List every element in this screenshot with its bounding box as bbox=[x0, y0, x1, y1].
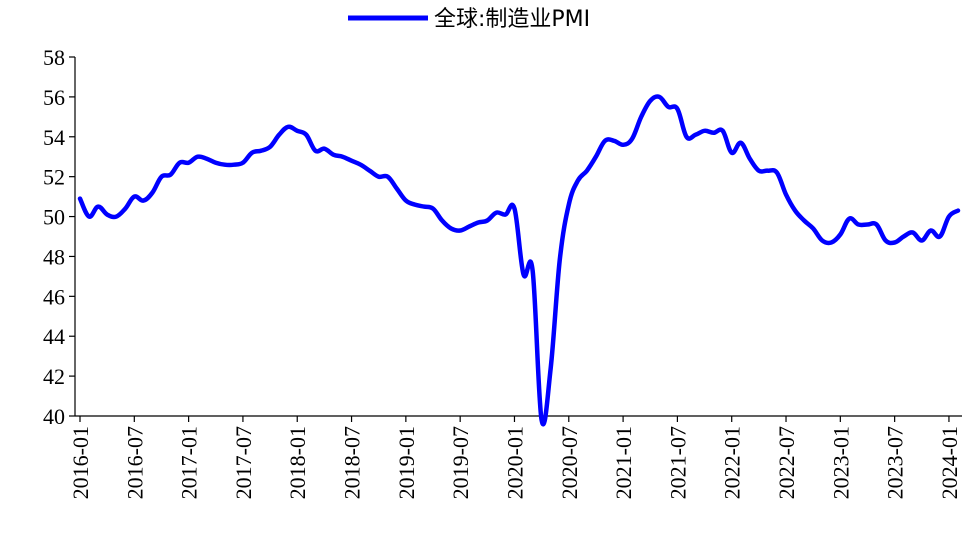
y-tick-label: 46 bbox=[43, 284, 65, 309]
x-tick-label: 2018-01 bbox=[285, 426, 310, 499]
x-tick-label: 2019-01 bbox=[394, 426, 419, 499]
series-layer bbox=[77, 94, 961, 427]
x-tick-label: 2016-01 bbox=[68, 426, 93, 499]
y-tick-label: 40 bbox=[43, 404, 65, 429]
y-tick-label: 48 bbox=[43, 244, 65, 269]
x-tick-label: 2017-01 bbox=[177, 426, 202, 499]
x-tick-label: 2022-01 bbox=[720, 426, 745, 499]
legend: 全球:制造业PMI bbox=[348, 7, 590, 32]
legend-label: 全球:制造业PMI bbox=[434, 7, 590, 32]
axes bbox=[74, 57, 962, 417]
x-axis-ticks: 2016-01 2016-07 2017-01 2017-07 2018-01 2018-… bbox=[68, 416, 962, 499]
y-tick-label: 54 bbox=[43, 125, 65, 150]
x-tick-label: 2017-07 bbox=[231, 426, 256, 499]
y-tick-label: 52 bbox=[43, 165, 65, 190]
x-tick-label: 2021-07 bbox=[665, 426, 690, 499]
x-tick-label: 2023-01 bbox=[828, 426, 853, 499]
y-axis-ticks: 40 42 44 46 48 50 52 54 56 58 bbox=[43, 45, 75, 429]
x-tick-label: 2021-01 bbox=[611, 426, 636, 499]
x-tick-label: 2019-07 bbox=[448, 426, 473, 499]
x-tick-label: 2022-07 bbox=[774, 426, 799, 499]
x-tick-label: 2016-07 bbox=[122, 426, 147, 499]
x-tick-label: 2023-07 bbox=[883, 426, 908, 499]
series-line bbox=[77, 94, 961, 427]
y-tick-label: 50 bbox=[43, 205, 65, 230]
y-tick-label: 44 bbox=[43, 324, 65, 349]
y-tick-label: 42 bbox=[43, 364, 65, 389]
x-tick-label: 2020-01 bbox=[502, 426, 527, 499]
x-tick-label: 2024-01 bbox=[937, 426, 962, 499]
y-tick-label: 56 bbox=[43, 85, 65, 110]
y-tick-label: 58 bbox=[43, 45, 65, 70]
x-tick-label: 2020-07 bbox=[557, 426, 582, 499]
x-tick-label: 2018-07 bbox=[340, 426, 365, 499]
